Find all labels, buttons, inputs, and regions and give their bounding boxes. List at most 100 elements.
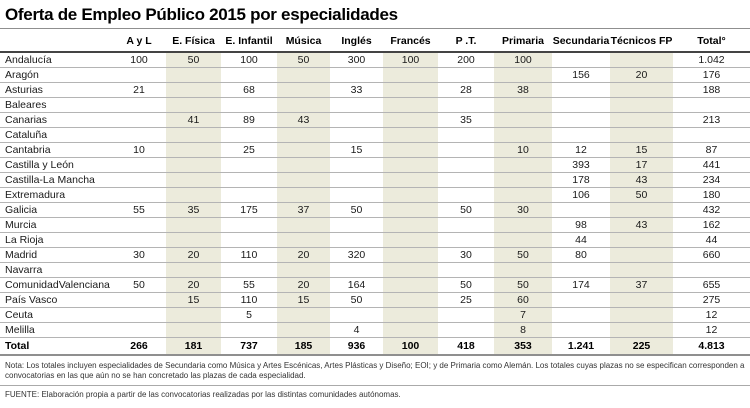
region-label: Melilla [0, 322, 112, 338]
value-cell [112, 322, 166, 338]
value-cell: 12 [673, 307, 750, 323]
region-label: Andalucía [0, 52, 112, 68]
total-value-cell: 737 [221, 337, 277, 356]
value-cell: 43 [277, 112, 330, 128]
value-cell: 275 [673, 292, 750, 308]
column-header: Francés [383, 29, 438, 53]
value-cell [383, 217, 438, 233]
value-cell [277, 322, 330, 338]
region-label: Ceuta [0, 307, 112, 323]
value-cell [166, 262, 221, 278]
value-cell [112, 217, 166, 233]
value-cell [383, 97, 438, 113]
value-cell: 10 [494, 142, 552, 158]
value-cell [112, 187, 166, 203]
value-cell: 80 [552, 247, 610, 263]
value-cell: 50 [277, 52, 330, 68]
column-header: Total° [673, 29, 750, 53]
value-cell: 50 [494, 247, 552, 263]
value-cell [610, 247, 673, 263]
value-cell [277, 232, 330, 248]
value-cell [112, 232, 166, 248]
total-value-cell: 181 [166, 337, 221, 356]
region-label: Navarra [0, 262, 112, 278]
value-cell: 660 [673, 247, 750, 263]
value-cell: 8 [494, 322, 552, 338]
value-cell [383, 262, 438, 278]
table-row: Castilla-La Mancha 178 43 234 [0, 172, 750, 188]
value-cell [330, 127, 383, 143]
table-row: Baleares [0, 97, 750, 113]
value-cell [221, 322, 277, 338]
value-cell: 432 [673, 202, 750, 218]
table-row: ComunidadValenciana 50 20 55 20 164 50 50 174 37 6… [0, 277, 750, 293]
value-cell: 15 [277, 292, 330, 308]
table-header-row: A y L E. Física E. Infantil Música Inglés Fra… [0, 29, 750, 53]
page-title: Oferta de Empleo Público 2015 por especi… [0, 0, 750, 29]
value-cell: 12 [552, 142, 610, 158]
value-cell: 50 [610, 187, 673, 203]
value-cell: 35 [166, 202, 221, 218]
column-header: Música [277, 29, 330, 53]
value-cell [277, 172, 330, 188]
table-row: Asturias 21 68 33 28 38 188 [0, 82, 750, 98]
value-cell [330, 262, 383, 278]
table-row: Cantabria 10 25 15 10 12 15 87 [0, 142, 750, 158]
column-header: P .T. [438, 29, 494, 53]
value-cell [438, 142, 494, 158]
value-cell: 20 [610, 67, 673, 83]
value-cell [610, 307, 673, 323]
value-cell: 175 [221, 202, 277, 218]
column-header: Técnicos FP [610, 29, 673, 53]
value-cell: 21 [112, 82, 166, 98]
value-cell: 30 [112, 247, 166, 263]
value-cell: 20 [277, 247, 330, 263]
total-label: Total [0, 337, 112, 356]
value-cell: 655 [673, 277, 750, 293]
value-cell [610, 262, 673, 278]
value-cell: 50 [494, 277, 552, 293]
value-cell: 15 [166, 292, 221, 308]
value-cell [383, 202, 438, 218]
value-cell [277, 262, 330, 278]
value-cell [112, 172, 166, 188]
region-label: La Rioja [0, 232, 112, 248]
value-cell: 4 [330, 322, 383, 338]
value-cell [221, 157, 277, 173]
value-cell: 41 [166, 112, 221, 128]
value-cell: 180 [673, 187, 750, 203]
total-value-cell: 353 [494, 337, 552, 356]
value-cell [552, 127, 610, 143]
value-cell: 174 [552, 277, 610, 293]
value-cell [552, 307, 610, 323]
value-cell [383, 232, 438, 248]
value-cell: 7 [494, 307, 552, 323]
value-cell [438, 307, 494, 323]
value-cell: 20 [166, 247, 221, 263]
value-cell: 28 [438, 82, 494, 98]
value-cell: 100 [494, 52, 552, 68]
value-cell: 164 [330, 277, 383, 293]
value-cell [610, 292, 673, 308]
table-row: País Vasco 15 110 15 50 25 60 275 [0, 292, 750, 308]
table-row: Madrid 30 20 110 20 320 30 50 80 660 [0, 247, 750, 263]
value-cell: 30 [438, 247, 494, 263]
table-row: Cataluña [0, 127, 750, 143]
value-cell [494, 262, 552, 278]
value-cell [438, 187, 494, 203]
table-row: Murcia 98 43 162 [0, 217, 750, 233]
value-cell [610, 112, 673, 128]
value-cell [494, 187, 552, 203]
value-cell [166, 157, 221, 173]
value-cell: 87 [673, 142, 750, 158]
value-cell [112, 127, 166, 143]
value-cell: 320 [330, 247, 383, 263]
value-cell: 37 [610, 277, 673, 293]
value-cell [494, 67, 552, 83]
value-cell [494, 172, 552, 188]
value-cell [330, 307, 383, 323]
value-cell [610, 232, 673, 248]
value-cell [166, 307, 221, 323]
value-cell [552, 52, 610, 68]
value-cell: 35 [438, 112, 494, 128]
